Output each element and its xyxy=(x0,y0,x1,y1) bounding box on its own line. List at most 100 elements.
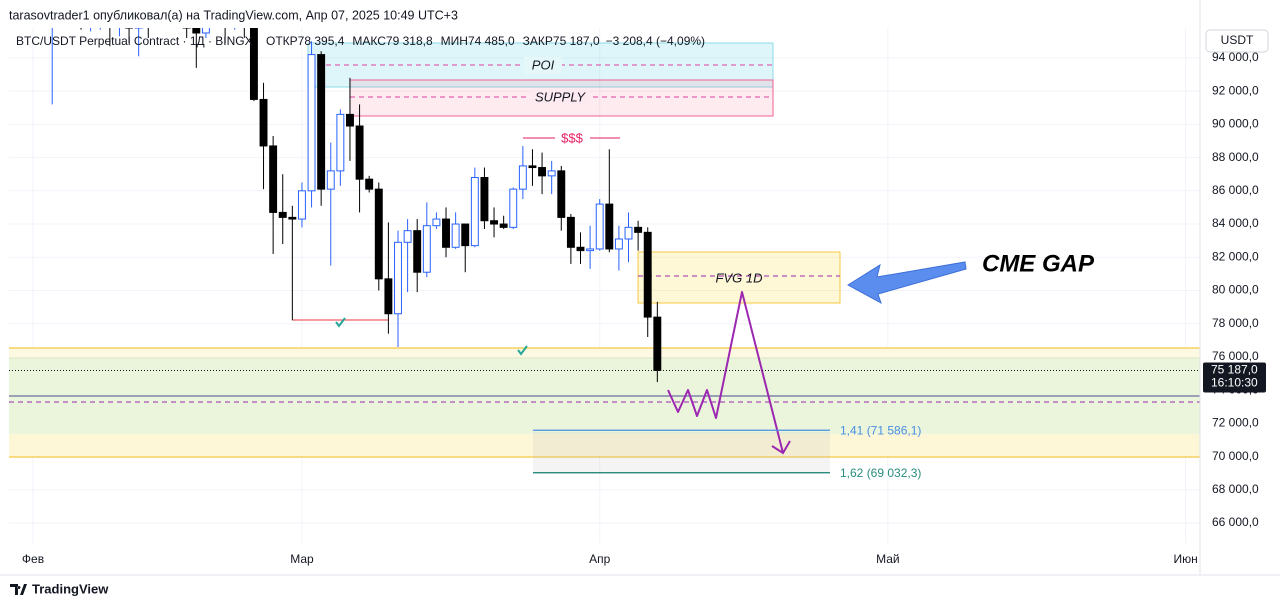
candle-body xyxy=(499,223,508,228)
ohlc-label: ЗАКР xyxy=(523,34,553,48)
supply-zones xyxy=(307,42,841,304)
candle-body xyxy=(634,226,643,233)
label-bg xyxy=(530,89,590,106)
gap-label: CME GAP xyxy=(982,250,1095,277)
y-tick-label: 88 000,0 xyxy=(1212,150,1259,164)
zone-band xyxy=(9,348,1200,358)
fib-label: 1,62 (69 032,3) xyxy=(840,466,921,480)
y-tick-label: 76 000,0 xyxy=(1212,349,1259,363)
supply-label: SUPPLY xyxy=(535,89,586,104)
candle-body xyxy=(586,248,595,252)
currency-label: USDT xyxy=(1221,33,1254,47)
gap-arrow xyxy=(847,261,967,305)
candle-body xyxy=(643,231,652,318)
y-tick-label: 94 000,0 xyxy=(1212,50,1259,64)
logo-icon xyxy=(10,584,27,595)
candle-body xyxy=(624,226,633,240)
candle-body xyxy=(336,113,345,172)
candle-body xyxy=(317,54,326,190)
legend: BTC/USDT Perpetual Contract · 1Д · BINGX… xyxy=(16,34,705,48)
candle-body xyxy=(249,28,258,100)
candle-body xyxy=(566,216,575,248)
y-tick-label: 72 000,0 xyxy=(1212,416,1259,430)
candle-body xyxy=(259,98,268,147)
candle-body xyxy=(470,177,479,247)
fib-area xyxy=(533,432,830,474)
logo: TradingView xyxy=(10,581,109,596)
support-zone xyxy=(9,347,1200,474)
x-tick-label: Апр xyxy=(589,552,611,566)
y-tick-label: 66 000,0 xyxy=(1212,515,1259,529)
annotations: POI SUPPLY $$$ FVG 1D CME GAP xyxy=(293,57,1095,455)
currency-box xyxy=(1205,29,1269,53)
liquidity-label: $$$ xyxy=(561,130,583,145)
candle-body xyxy=(365,178,374,190)
candle-body xyxy=(442,218,450,248)
candle-body xyxy=(518,165,527,190)
candle-body xyxy=(326,170,335,190)
y-tick-label: 84 000,0 xyxy=(1212,216,1259,230)
ohlc-label: ОТКР xyxy=(266,34,298,48)
candle-body xyxy=(528,165,537,169)
candle-body xyxy=(653,316,662,371)
ohlc-label: МАКС xyxy=(352,34,386,48)
zone-band xyxy=(9,434,1200,457)
y-tick-label: 70 000,0 xyxy=(1212,449,1259,463)
ohlc-value: 78 395,4 xyxy=(298,34,345,48)
y-tick-label: 82 000,0 xyxy=(1212,249,1259,263)
candles xyxy=(51,28,662,383)
last-price-label: 75 187,0 xyxy=(1211,363,1258,377)
candle-body xyxy=(605,203,614,250)
candle-body xyxy=(346,113,354,127)
ohlc-value: 79 318,8 xyxy=(386,34,433,48)
candle-body xyxy=(297,190,306,220)
author-line: tarasovtrader1 опубликовал(а) на Trading… xyxy=(9,8,458,22)
y-tick-label: 80 000,0 xyxy=(1212,283,1259,297)
candle-body xyxy=(509,188,518,228)
candle-body xyxy=(538,167,547,177)
projection-path xyxy=(667,291,784,454)
candle-body xyxy=(201,28,210,34)
candle-body xyxy=(413,230,422,273)
last-price-timer: 16:10:30 xyxy=(1211,376,1258,390)
candle-body xyxy=(480,177,489,222)
candle-body xyxy=(461,223,470,247)
candle-body xyxy=(595,203,604,250)
ohlc-change: −3 208,4 (−4,09%) xyxy=(606,34,705,48)
candle-body xyxy=(278,211,287,218)
candle-body xyxy=(288,216,297,220)
fvg-zone xyxy=(637,251,841,304)
supply-zone xyxy=(349,79,774,117)
candle-body xyxy=(614,238,623,250)
y-tick-label: 90 000,0 xyxy=(1212,117,1259,131)
y-tick-label: 78 000,0 xyxy=(1212,316,1259,330)
candle-body xyxy=(192,28,201,34)
symbol: BTC/USDT Perpetual Contract · 1Д · BINGX xyxy=(16,34,253,48)
price-overlay: 1,41 (71 586,1) 1,62 (69 032,3) xyxy=(9,369,1200,480)
y-tick-label: 92 000,0 xyxy=(1212,83,1259,97)
candle-body xyxy=(403,230,412,243)
check-mark xyxy=(335,317,346,328)
axes: 66 000,068 000,070 000,072 000,074 000,0… xyxy=(22,50,1266,566)
fvg-label: FVG 1D xyxy=(716,270,763,285)
candle-body xyxy=(394,241,402,315)
x-tick-label: Мар xyxy=(290,552,314,566)
candle-body xyxy=(269,145,278,213)
candle-body xyxy=(432,218,441,227)
check-mark xyxy=(517,345,528,356)
x-tick-label: Фев xyxy=(22,552,44,566)
candle-body xyxy=(307,54,316,192)
x-tick-label: Июн xyxy=(1173,552,1197,566)
candle-body xyxy=(384,278,393,315)
ohlc-label: МИН xyxy=(441,34,468,48)
candle-body xyxy=(576,246,585,252)
candle-body xyxy=(557,170,566,218)
candle-body xyxy=(374,188,383,280)
candle-body xyxy=(355,125,364,180)
fib-label: 1,41 (71 586,1) xyxy=(840,423,921,437)
candle-body xyxy=(490,220,499,225)
y-tick-label: 68 000,0 xyxy=(1212,482,1259,496)
x-tick-label: Май xyxy=(876,552,900,566)
label-bg xyxy=(524,57,562,74)
